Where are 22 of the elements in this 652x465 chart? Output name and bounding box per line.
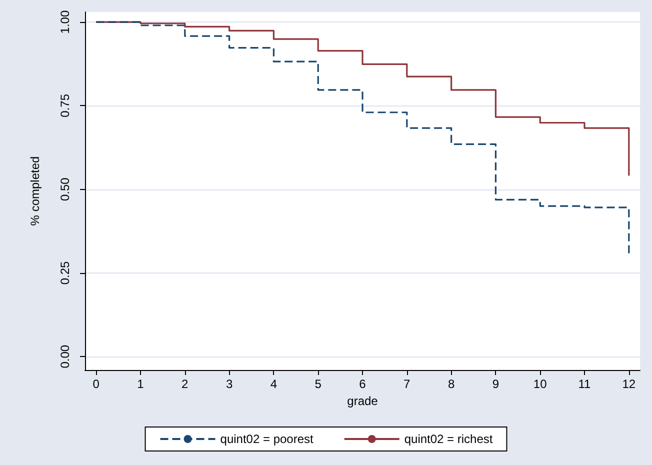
x-tick-label: 5 [314, 377, 322, 391]
x-tick-label: 0 [92, 377, 100, 391]
legend-label: quint02 = poorest [220, 432, 314, 446]
x-tick-label: 10 [533, 377, 548, 391]
x-tick-label: 6 [359, 377, 366, 391]
x-tick-label: 11 [578, 377, 592, 391]
x-tick-label: 1 [137, 377, 144, 391]
y-tick-label: 0.00 [58, 344, 72, 368]
x-tick-label: 12 [622, 377, 636, 391]
x-tick-label: 8 [448, 377, 455, 391]
x-axis-title: grade [347, 394, 378, 408]
x-tick-label: 9 [492, 377, 500, 391]
x-tick-label: 3 [226, 377, 233, 391]
x-tick-label: 2 [182, 377, 189, 391]
y-axis-title: % completed [28, 156, 42, 226]
legend-label: quint02 = richest [404, 432, 494, 446]
y-tick-label: 1.00 [58, 10, 72, 34]
y-tick-label: 0.25 [58, 260, 72, 285]
y-tick-label: 0.75 [58, 94, 72, 118]
y-tick-label: 0.50 [58, 177, 72, 202]
x-tick-label: 7 [404, 377, 411, 391]
x-tick-label: 4 [270, 377, 278, 391]
